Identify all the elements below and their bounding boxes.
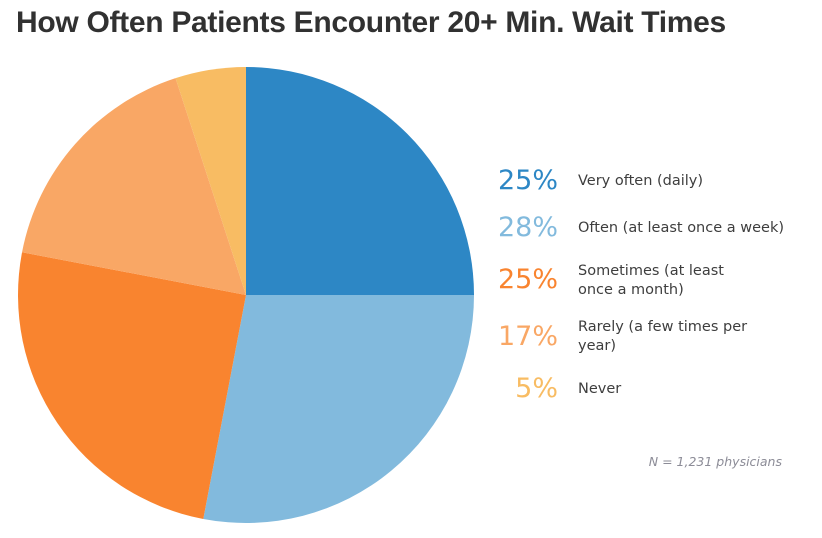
legend-label: Rarely (a few times per year) [578, 319, 748, 355]
pie-slice-4 [22, 78, 246, 295]
pie-slice-3 [18, 252, 246, 519]
legend-row-3: 25% Sometimes (at least once a month) [490, 262, 812, 300]
legend-row-1: 25% Very often (daily) [490, 165, 812, 196]
pie-slice-5 [175, 67, 246, 295]
pie-slice-2 [203, 295, 474, 523]
legend-label: Often (at least once a week) [578, 220, 785, 237]
legend-label: Never [578, 380, 622, 397]
legend-percent: 25% [497, 264, 558, 296]
legend-percent: 17% [497, 321, 558, 353]
legend-percent: 5% [515, 373, 558, 405]
legend-row-5: 5% Never [490, 373, 812, 405]
legend-label: Very often (daily) [578, 172, 704, 189]
pie-chart-area [18, 67, 474, 523]
pie-chart [18, 67, 474, 523]
legend-label: Sometimes (at least once a month) [578, 262, 724, 298]
legend-percent: 28% [497, 212, 558, 244]
page-title: How Often Patients Encounter 20+ Min. Wa… [16, 6, 726, 39]
legend-percent: 25% [497, 165, 558, 196]
pie-slice-1 [246, 67, 474, 295]
legend-row-2: 28% Often (at least once a week) [490, 212, 812, 244]
legend: 25% Very often (daily) 28% Often (at least … [490, 165, 812, 405]
legend-row-4: 17% Rarely (a few times per year) [490, 318, 812, 356]
sample-size-note: N = 1,231 physicians [648, 454, 782, 469]
